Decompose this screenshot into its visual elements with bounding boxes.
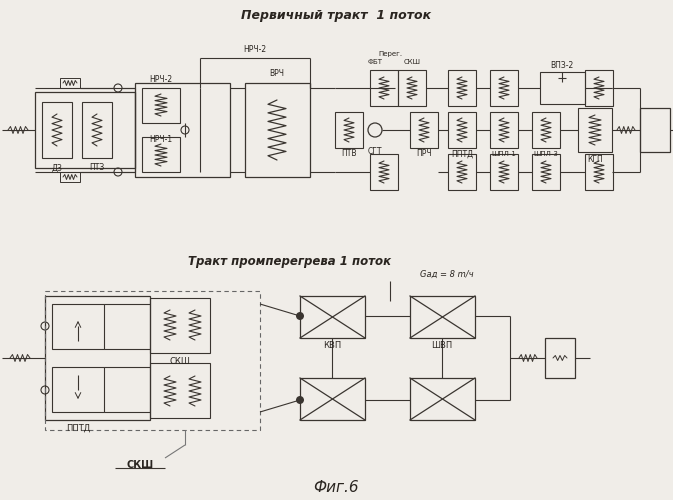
Bar [640, 108, 670, 152]
Text: СГТ: СГТ [367, 148, 382, 156]
Bar [545, 338, 575, 378]
Bar [150, 363, 210, 418]
Text: Первичный тракт  1 поток: Первичный тракт 1 поток [241, 10, 431, 22]
Bar [490, 154, 518, 190]
Bar [448, 112, 476, 148]
Bar [448, 70, 476, 106]
Text: СКШ: СКШ [170, 356, 190, 366]
Text: НРЧ-2: НРЧ-2 [244, 46, 267, 54]
Bar [150, 298, 210, 353]
Text: КГП: КГП [587, 156, 603, 164]
Bar [35, 92, 135, 168]
Text: ППТД: ППТД [66, 424, 90, 432]
Bar [585, 70, 613, 106]
Bar [142, 88, 180, 123]
Bar [398, 70, 426, 106]
Bar [540, 72, 585, 104]
Text: ПТВ: ПТВ [341, 150, 357, 158]
Bar [245, 83, 310, 177]
Text: Gад = 8 m/ч: Gад = 8 m/ч [420, 270, 474, 278]
Text: ВРЧ: ВРЧ [269, 70, 285, 78]
Text: ВПЗ-2: ВПЗ-2 [551, 62, 573, 70]
Bar [410, 112, 438, 148]
Bar [135, 83, 230, 177]
Bar [585, 154, 613, 190]
Bar [532, 112, 560, 148]
Text: СКШ: СКШ [127, 460, 153, 470]
Text: ШПЛ-3: ШПЛ-3 [534, 151, 559, 157]
Bar [42, 102, 72, 158]
Text: ПРЧ: ПРЧ [416, 150, 432, 158]
Bar [52, 304, 104, 349]
Bar [490, 112, 518, 148]
Bar [448, 154, 476, 190]
Text: ШВП: ШВП [431, 342, 453, 350]
Bar [60, 78, 80, 88]
Text: ШПЛ-1: ШПЛ-1 [491, 151, 516, 157]
Text: КВП: КВП [323, 342, 341, 350]
Bar [410, 378, 475, 420]
Bar [578, 108, 612, 152]
Bar [300, 378, 365, 420]
Text: Фиг.6: Фиг.6 [313, 480, 359, 494]
Bar [532, 154, 560, 190]
Text: ППТД: ППТД [451, 150, 473, 158]
Bar [410, 296, 475, 338]
Text: Перег.: Перег. [378, 51, 402, 57]
Bar [490, 70, 518, 106]
Bar [82, 102, 112, 158]
Text: Тракт промперегрева 1 поток: Тракт промперегрева 1 поток [188, 256, 392, 268]
Circle shape [296, 312, 304, 320]
Text: ФБТ: ФБТ [367, 59, 382, 65]
Bar [45, 296, 150, 420]
Bar [45, 291, 260, 430]
Bar [142, 137, 180, 172]
Circle shape [296, 396, 304, 404]
Text: ДЗ: ДЗ [52, 164, 63, 172]
Bar [52, 367, 104, 412]
Text: НРЧ-1: НРЧ-1 [149, 136, 172, 144]
Bar [370, 154, 398, 190]
Bar [335, 112, 363, 148]
Text: СКШ: СКШ [404, 59, 421, 65]
Bar [300, 296, 365, 338]
Bar [370, 70, 398, 106]
Bar [60, 172, 80, 182]
Text: НРЧ-2: НРЧ-2 [149, 76, 172, 84]
Text: ПТЗ: ПТЗ [90, 164, 104, 172]
